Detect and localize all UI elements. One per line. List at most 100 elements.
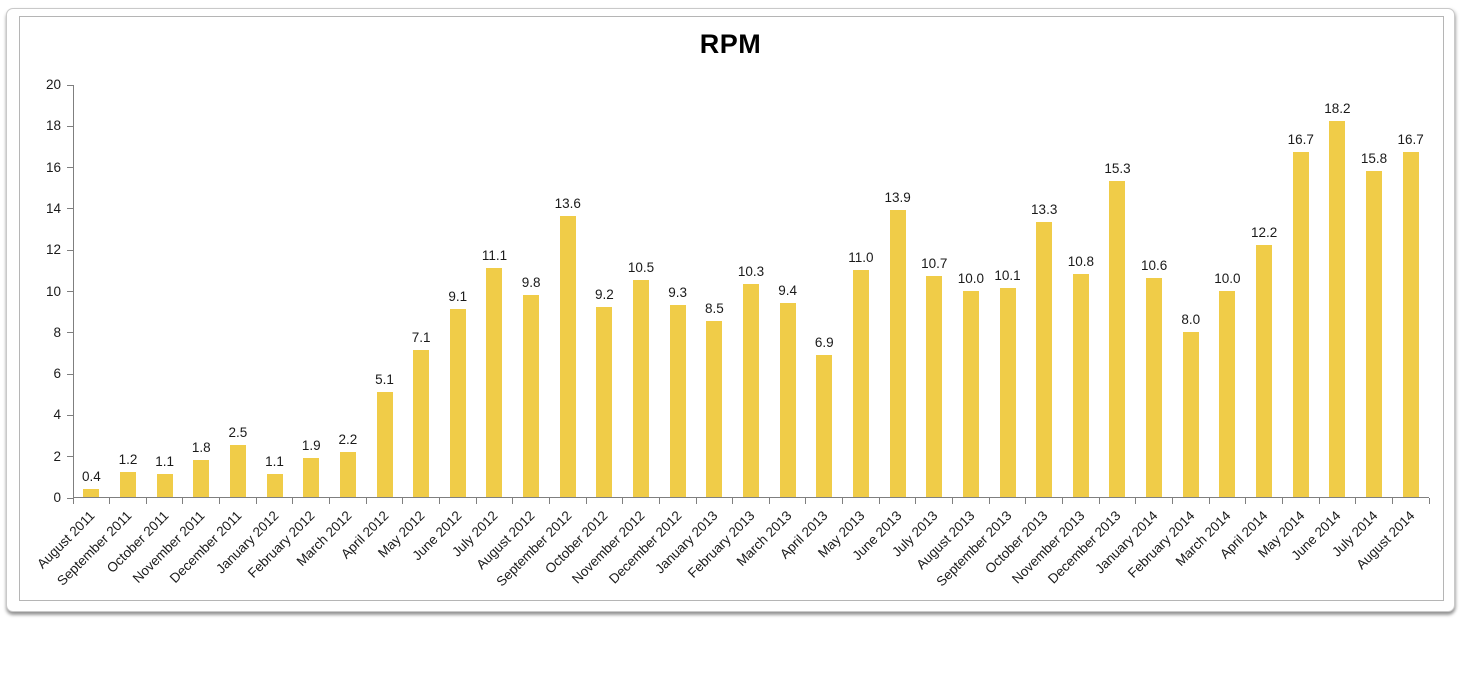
y-tick xyxy=(67,291,73,292)
bar xyxy=(523,294,540,497)
y-tick-label: 12 xyxy=(45,242,61,258)
x-tick xyxy=(1391,498,1393,504)
bar xyxy=(266,474,283,497)
x-tick xyxy=(1318,498,1320,504)
bar-value-label: 10.6 xyxy=(1140,258,1168,274)
chart-panel: RPM 0 2 4 6 8 10 12 14 16 18 20 0.4 August 2011 1.2 Se… xyxy=(6,8,1455,612)
bar-value-label: 1.1 xyxy=(155,454,174,470)
bar-value-label: 10.0 xyxy=(957,270,985,286)
x-tick xyxy=(1098,498,1100,504)
bar xyxy=(1182,331,1199,497)
bar xyxy=(229,445,246,497)
bar-value-label: 8.0 xyxy=(1181,311,1201,327)
chart-title: RPM xyxy=(699,29,762,59)
bar-value-label: 12.2 xyxy=(1250,225,1278,241)
x-tick xyxy=(219,498,221,504)
x-tick xyxy=(805,498,807,504)
bar-value-label: 10.1 xyxy=(994,268,1021,284)
bar xyxy=(1256,245,1273,497)
bar xyxy=(119,472,136,497)
bar-value-label: 9.4 xyxy=(778,282,798,298)
y-tick-label: 16 xyxy=(45,159,61,175)
bar-value-label: 0.4 xyxy=(81,468,101,484)
x-tick xyxy=(1281,498,1283,504)
y-axis-line xyxy=(73,85,74,498)
x-tick xyxy=(1428,498,1430,504)
bar xyxy=(889,209,906,497)
bar-value-label: 16.7 xyxy=(1287,132,1314,148)
y-tick-label: 10 xyxy=(45,283,61,299)
y-tick xyxy=(67,373,73,375)
bar-value-label: 16.7 xyxy=(1397,132,1424,148)
bar xyxy=(193,459,210,497)
bar xyxy=(1072,273,1089,497)
bar xyxy=(706,321,723,497)
bar-value-label: 10.8 xyxy=(1067,253,1094,269)
bar-value-label: 13.3 xyxy=(1031,202,1058,218)
y-tick xyxy=(67,497,73,499)
bar xyxy=(1329,121,1346,497)
bar-value-label: 9.1 xyxy=(448,289,468,305)
bar xyxy=(962,290,979,497)
x-tick xyxy=(1025,498,1027,504)
bar xyxy=(926,276,943,497)
x-tick xyxy=(878,498,880,504)
y-tick xyxy=(67,84,73,86)
bar xyxy=(596,307,613,497)
x-tick xyxy=(255,498,257,504)
bar xyxy=(852,269,869,497)
x-tick xyxy=(329,498,331,504)
bar-value-label: 1.9 xyxy=(301,437,321,453)
y-tick xyxy=(67,208,73,210)
bar xyxy=(1402,152,1419,497)
bar xyxy=(743,284,759,497)
bar-value-label: 15.3 xyxy=(1104,161,1131,177)
x-tick xyxy=(1171,498,1173,504)
bar-value-label: 10.0 xyxy=(1214,270,1241,286)
x-tick xyxy=(402,498,404,504)
bar-value-label: 9.3 xyxy=(668,284,688,300)
y-tick-label: 14 xyxy=(45,200,61,216)
x-tick xyxy=(622,498,624,504)
x-tick xyxy=(732,498,734,504)
x-tick xyxy=(512,498,514,504)
x-tick xyxy=(658,498,660,504)
y-tick xyxy=(67,332,73,334)
bar xyxy=(559,216,576,497)
bar-value-label: 13.6 xyxy=(554,196,581,212)
bar xyxy=(999,288,1016,497)
bar xyxy=(339,451,356,497)
bar xyxy=(1366,170,1383,497)
bar xyxy=(83,488,100,497)
y-tick-label: 6 xyxy=(53,366,61,382)
x-tick xyxy=(842,498,844,504)
bar xyxy=(779,302,796,497)
bar xyxy=(376,391,393,497)
y-tick xyxy=(67,414,73,416)
bar xyxy=(1146,278,1163,497)
x-tick xyxy=(1062,498,1063,504)
bar-value-label: 10.7 xyxy=(921,256,948,272)
bar-value-label: 2.2 xyxy=(338,431,358,447)
x-tick xyxy=(475,498,477,504)
x-tick xyxy=(768,498,770,504)
x-tick xyxy=(915,498,917,504)
bar xyxy=(1219,290,1236,497)
x-tick xyxy=(365,498,367,504)
bar xyxy=(156,474,173,497)
bar xyxy=(449,309,466,497)
y-tick-label: 2 xyxy=(53,448,61,464)
y-tick-label: 18 xyxy=(45,118,61,134)
plot-area: 0 2 4 6 8 10 12 14 16 18 20 0.4 August 2011 1.2 Septem… xyxy=(34,77,1430,589)
bar-value-label: 15.8 xyxy=(1360,150,1388,166)
bar-value-label: 11.1 xyxy=(481,247,508,263)
y-tick-label: 20 xyxy=(45,77,61,92)
bar xyxy=(303,457,320,497)
bar xyxy=(1036,222,1053,497)
bar xyxy=(1109,181,1126,497)
y-tick xyxy=(67,249,73,251)
bar-value-label: 1.8 xyxy=(191,439,211,455)
x-axis-line xyxy=(73,497,1429,498)
bar xyxy=(816,354,833,497)
x-tick xyxy=(952,498,954,504)
